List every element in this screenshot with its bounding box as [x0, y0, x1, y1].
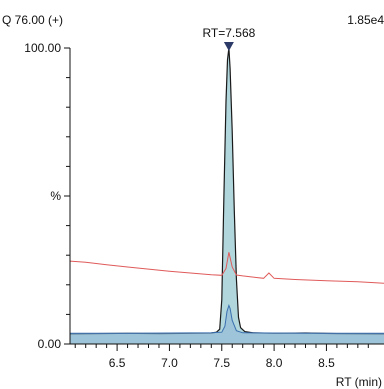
y-tick-label: % [50, 189, 61, 203]
y-tick-label: 100.00 [24, 41, 61, 55]
plot-area [69, 47, 384, 344]
header-left-label: Q 76.00 (+) [2, 13, 63, 27]
series-1-line [69, 252, 384, 284]
x-tick-label: 7.0 [161, 356, 178, 370]
x-axis-label: RT (min) [336, 375, 382, 389]
x-tick-label: 8.0 [266, 356, 283, 370]
header-right-label: 1.85e4 [347, 13, 384, 27]
x-ticks: 6.5 7.0 7.5 8.0 8.5 [74, 344, 369, 370]
x-tick-label: 8.5 [318, 356, 335, 370]
peak-annotation: RT=7.568 [202, 26, 255, 40]
series-2-line [70, 304, 384, 334]
peak-marker-icon [223, 42, 234, 51]
series-2-area [70, 305, 384, 344]
y-tick-label: 0.00 [38, 337, 62, 351]
x-tick-label: 6.5 [109, 356, 126, 370]
x-tick-label: 7.5 [213, 356, 230, 370]
series-0-area [70, 48, 384, 344]
y-ticks: 0.00% 100.00 [24, 41, 70, 351]
